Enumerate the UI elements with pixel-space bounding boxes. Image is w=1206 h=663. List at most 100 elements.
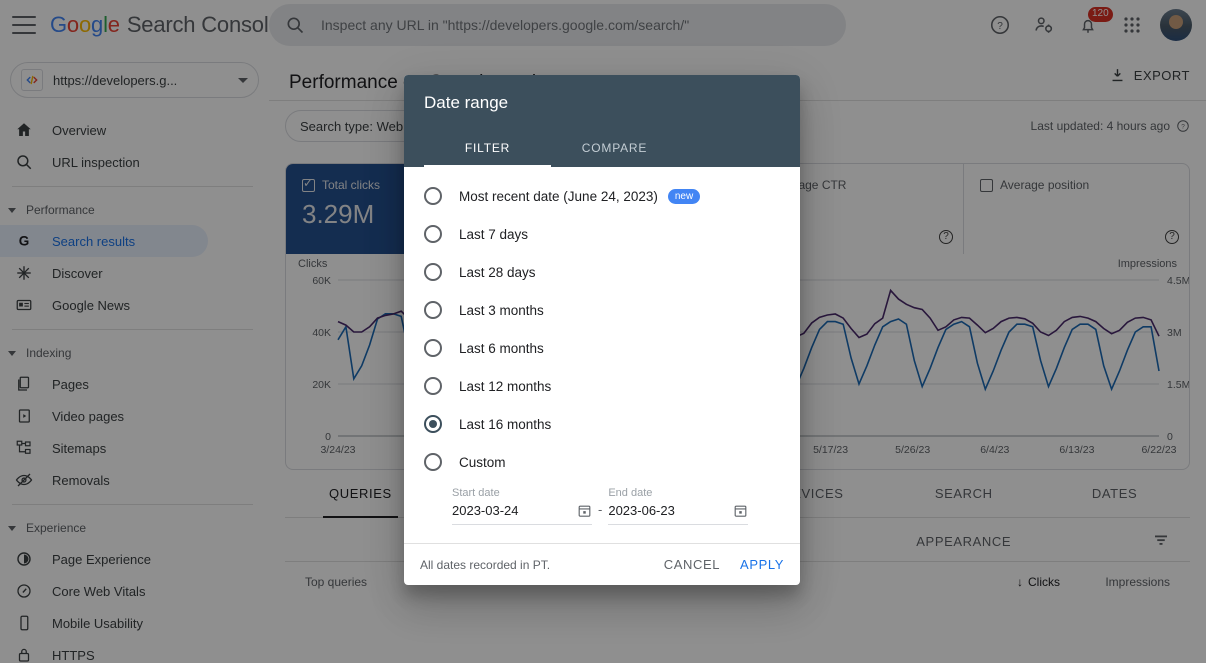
metric-label: Average position — [1000, 178, 1090, 192]
sidebar-item-search-results[interactable]: G Search results — [0, 225, 208, 257]
radio-icon[interactable] — [424, 377, 442, 395]
apps-grid-icon[interactable] — [1112, 5, 1152, 45]
option-last-7-days[interactable]: Last 7 days — [404, 215, 800, 253]
sidebar-label: Sitemaps — [52, 440, 107, 456]
search-input[interactable]: Inspect any URL in "https://developers.g… — [269, 4, 846, 46]
sidebar-group-indexing[interactable]: Indexing — [0, 338, 269, 368]
radio-icon[interactable] — [424, 301, 442, 319]
tab-filter[interactable]: FILTER — [424, 129, 551, 167]
brand: Google Search Console — [50, 12, 281, 38]
option-custom[interactable]: Custom — [404, 443, 800, 481]
tab-compare[interactable]: COMPARE — [581, 141, 648, 155]
svg-text:0: 0 — [325, 431, 331, 443]
radio-icon[interactable] — [424, 415, 442, 433]
option-last-6-months[interactable]: Last 6 months — [404, 329, 800, 367]
sidebar-item-overview[interactable]: Overview — [0, 114, 208, 146]
sidebar-group-experience[interactable]: Experience — [0, 513, 269, 543]
tab-search-appearance[interactable]: SEARCH APPEARANCE — [916, 485, 1012, 549]
start-date-input[interactable]: 2023-03-24 — [452, 503, 592, 525]
end-date-input[interactable]: 2023-06-23 — [608, 503, 749, 525]
sidebar-item-url-inspection[interactable]: URL inspection — [0, 146, 208, 178]
sidebar-item-removals[interactable]: Removals — [0, 464, 208, 496]
sidebar-item-pages[interactable]: Pages — [0, 368, 208, 400]
property-label: https://developers.g... — [53, 72, 178, 88]
chevron-down-icon — [8, 525, 16, 531]
tab-queries[interactable]: QUERIES — [285, 470, 436, 518]
sidebar-item-https[interactable]: HTTPS — [0, 639, 208, 663]
start-date-field[interactable]: Start date 2023-03-24 — [452, 487, 592, 525]
option-last-16-months[interactable]: Last 16 months — [404, 405, 800, 443]
sidebar-divider — [12, 186, 253, 187]
eye-off-icon — [12, 468, 36, 492]
svg-text:4.5M: 4.5M — [1167, 275, 1190, 287]
sidebar-item-page-experience[interactable]: Page Experience — [0, 543, 208, 575]
filter-icon[interactable] — [1152, 531, 1170, 549]
metric-card-average-position[interactable]: Average position ? — [964, 164, 1189, 254]
svg-text:60K: 60K — [312, 275, 331, 287]
export-button[interactable]: EXPORT — [1109, 67, 1190, 84]
sidebar-item-mobile-usability[interactable]: Mobile Usability — [0, 607, 208, 639]
google-logo: Google — [50, 12, 120, 37]
metric-value: 3.29M — [302, 199, 375, 229]
checkbox-icon[interactable] — [980, 178, 993, 192]
gauge-icon — [12, 579, 36, 603]
sidebar-label: Video pages — [52, 408, 125, 424]
account-avatar[interactable] — [1156, 5, 1196, 45]
start-date-value: 2023-03-24 — [452, 503, 519, 518]
sidebar-item-google-news[interactable]: Google News — [0, 289, 208, 321]
sidebar-group-label: Indexing — [26, 346, 72, 360]
apply-button[interactable]: APPLY — [740, 557, 784, 572]
option-last-28-days[interactable]: Last 28 days — [404, 253, 800, 291]
user-settings-icon[interactable] — [1024, 5, 1064, 45]
sitemap-icon — [12, 436, 36, 460]
sidebar-divider — [12, 504, 253, 505]
property-selector[interactable]: https://developers.g... — [10, 62, 259, 98]
sidebar-item-discover[interactable]: Discover — [0, 257, 208, 289]
page-experience-icon — [12, 547, 36, 571]
home-icon — [12, 118, 36, 142]
checkbox-icon[interactable] — [302, 176, 315, 192]
column-impressions[interactable]: Impressions — [1105, 575, 1170, 589]
export-label: EXPORT — [1133, 67, 1190, 83]
timezone-note: All dates recorded in PT. — [420, 557, 551, 572]
help-icon[interactable]: ? — [1165, 230, 1179, 244]
help-icon[interactable]: ? — [939, 230, 953, 244]
chevron-down-icon — [238, 77, 248, 83]
dialog-header: Date range FILTER COMPARE — [404, 75, 800, 167]
menu-icon[interactable] — [12, 16, 36, 34]
sidebar-group-performance[interactable]: Performance — [0, 195, 269, 225]
radio-icon[interactable] — [424, 453, 442, 471]
radio-icon[interactable] — [424, 187, 442, 205]
end-date-field[interactable]: End date 2023-06-23 — [608, 487, 749, 525]
sidebar-label: Search results — [52, 233, 136, 249]
notifications-icon[interactable]: 120 — [1068, 5, 1113, 45]
sidebar-item-sitemaps[interactable]: Sitemaps — [0, 432, 208, 464]
option-last-12-months[interactable]: Last 12 months — [404, 367, 800, 405]
tab-dates[interactable]: DATES — [1091, 485, 1138, 501]
metric-label-row: Total clicks — [302, 176, 495, 192]
sidebar-item-core-web-vitals[interactable]: Core Web Vitals — [0, 575, 208, 607]
column-top-queries[interactable]: Top queries — [305, 575, 368, 589]
sidebar-item-video-pages[interactable]: Video pages — [0, 400, 208, 432]
radio-icon[interactable] — [424, 263, 442, 281]
option-label: Last 12 months — [459, 378, 552, 394]
column-clicks[interactable]: ↓ Clicks — [950, 575, 1060, 589]
calendar-icon[interactable] — [733, 503, 748, 518]
chart-y2-axis-label: Impressions — [1117, 258, 1177, 270]
option-last-3-months[interactable]: Last 3 months — [404, 291, 800, 329]
help-icon[interactable]: ? — [980, 5, 1020, 45]
option-label: Last 7 days — [459, 226, 529, 242]
sidebar-label: Core Web Vitals — [52, 583, 146, 599]
help-icon[interactable]: ? — [1176, 119, 1190, 133]
dialog-body: Most recent date (June 24, 2023) new Las… — [404, 167, 800, 543]
calendar-icon[interactable] — [577, 503, 592, 518]
radio-icon[interactable] — [424, 339, 442, 357]
svg-text:1.5M: 1.5M — [1167, 379, 1190, 391]
lock-icon — [12, 643, 36, 663]
radio-icon[interactable] — [424, 225, 442, 243]
google-g-icon: G — [12, 229, 36, 253]
svg-text:3M: 3M — [1167, 327, 1182, 339]
date-range-dialog: Date range FILTER COMPARE Most recent da… — [404, 75, 800, 585]
cancel-button[interactable]: CANCEL — [663, 557, 721, 572]
option-most-recent-date[interactable]: Most recent date (June 24, 2023) new — [404, 177, 800, 215]
